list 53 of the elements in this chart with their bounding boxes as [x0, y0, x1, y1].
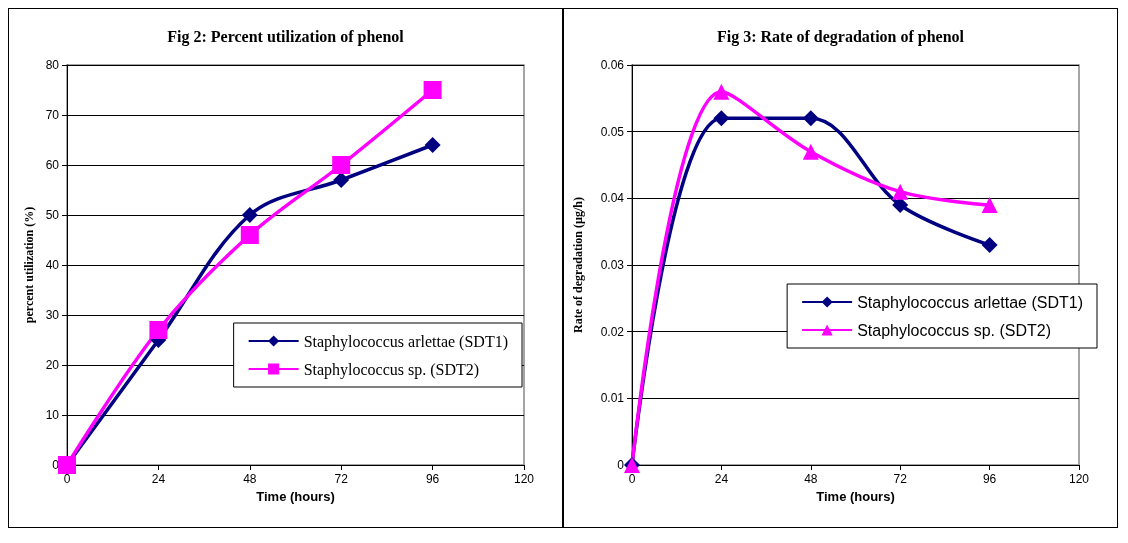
y-tick-label: 10: [45, 408, 60, 422]
y-tick-label: 0.05: [600, 124, 625, 139]
x-tick-label: 72: [334, 472, 349, 486]
point: [241, 207, 258, 223]
x-tick-label: 48: [804, 472, 818, 486]
point: [802, 143, 819, 160]
y-tick-label: 70: [45, 108, 60, 122]
y-tick-label: 0: [617, 458, 625, 472]
y-tick-label: 60: [45, 158, 60, 172]
point: [981, 237, 998, 253]
x-axis-title: Time (hours): [816, 488, 895, 504]
y-axis-title: Rate of degradation (µg/h): [571, 197, 585, 333]
point: [892, 197, 909, 213]
y-tick-label: 0.01: [600, 391, 625, 406]
point: [424, 137, 441, 153]
point: [423, 81, 442, 99]
y-tick-label: 80: [45, 58, 60, 72]
x-tick-label: 24: [151, 472, 166, 486]
point: [332, 156, 351, 174]
y-tick-label: 40: [45, 258, 60, 272]
y-tick-label: 30: [45, 308, 60, 322]
x-tick-label: 0: [63, 472, 71, 486]
y-tick-label: 0.02: [600, 324, 625, 339]
y-tick-label: 50: [45, 208, 60, 222]
x-tick-label: 0: [628, 472, 636, 486]
legend-label: Staphylococcus sp. (SDT2): [303, 360, 480, 379]
point: [713, 83, 730, 100]
point: [892, 183, 909, 200]
y-axis-title: percent utilization (%): [21, 206, 36, 324]
y-tick-label: 0.03: [600, 258, 625, 272]
point: [333, 172, 350, 188]
x-axis-title: Time (hours): [256, 488, 335, 504]
legend-label: Staphylococcus arlettae (SDT1): [857, 293, 1083, 311]
x-tick-label: 48: [243, 472, 257, 486]
x-tick-label: 96: [982, 472, 997, 486]
x-tick-label: 120: [1068, 472, 1090, 486]
y-tick-label: 20: [45, 358, 60, 372]
x-tick-label: 72: [893, 472, 908, 486]
point: [981, 197, 998, 213]
x-tick-label: 120: [513, 472, 535, 486]
y-tick-label: 0.06: [600, 58, 625, 72]
point: [713, 110, 730, 127]
point: [149, 321, 168, 339]
y-tick-label: 0.04: [600, 191, 625, 206]
point: [240, 226, 259, 244]
y-tick-label: 0: [52, 458, 60, 472]
point: [802, 110, 819, 127]
chart-title: Fig 2: Percent utilization of phenol: [167, 27, 405, 46]
x-tick-label: 24: [714, 472, 729, 486]
legend-label: Staphylococcus arlettae (SDT1): [303, 332, 508, 351]
legend-label: Staphylococcus sp. (SDT2): [857, 321, 1051, 339]
chart-title: Fig 3: Rate of degradation of phenol: [716, 27, 965, 46]
x-tick-label: 96: [425, 472, 440, 486]
